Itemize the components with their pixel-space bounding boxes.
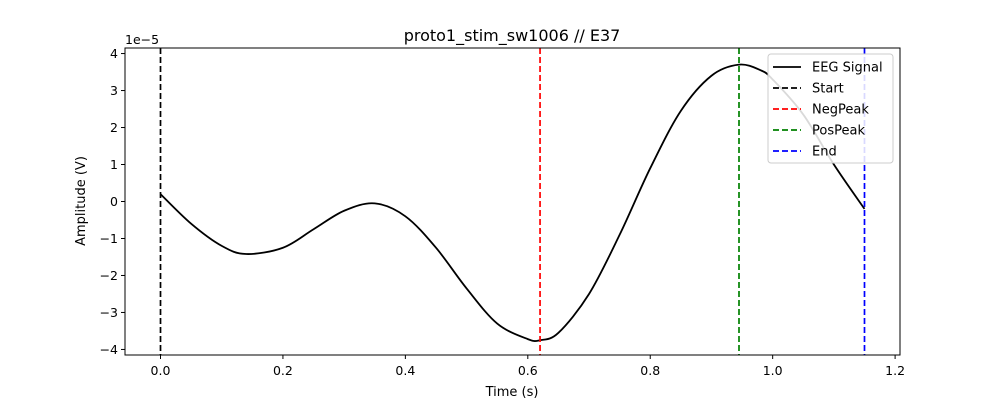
y-tick-label: 1	[110, 157, 118, 172]
y-offset-label: 1e−5	[125, 32, 159, 47]
legend-box	[767, 53, 894, 164]
chart-title: proto1_stim_sw1006 // E37	[404, 26, 621, 46]
legend-label: PosPeak	[812, 124, 865, 139]
y-tick-label: 4	[110, 46, 118, 61]
x-axis: 0.0 0.2 0.4 0.6 0.8 1.0 1.2	[151, 355, 905, 378]
legend-label: End	[812, 145, 837, 160]
x-tick-label: 0.6	[518, 363, 538, 378]
y-tick-label: −4	[100, 342, 118, 357]
series-line-0	[159, 63, 866, 342]
y-tick-label: −3	[100, 305, 118, 320]
x-tick-label: 0.4	[395, 363, 415, 378]
legend-label: Start	[812, 82, 844, 97]
legend-label: EEG Signal	[812, 61, 883, 76]
y-tick-label: 0	[110, 194, 118, 209]
x-tick-label: 1.2	[885, 363, 905, 378]
y-tick-label: 3	[110, 83, 118, 98]
y-axis: −4 −3 −2 −1 0 1 2 3 4	[100, 46, 125, 357]
y-tick-label: 2	[110, 120, 118, 135]
x-tick-label: 0.0	[151, 363, 171, 378]
y-axis-label: Amplitude (V)	[74, 156, 89, 246]
plot-content	[159, 48, 866, 355]
legend-label: NegPeak	[812, 103, 869, 118]
x-tick-label: 1.0	[763, 363, 783, 378]
y-tick-label: −1	[100, 231, 118, 246]
x-tick-label: 0.8	[640, 363, 660, 378]
x-axis-label: Time (s)	[485, 385, 539, 400]
legend: EEG Signal Start NegPeak PosPeak End	[767, 53, 894, 164]
x-tick-label: 0.2	[273, 363, 293, 378]
y-tick-label: −2	[100, 268, 118, 283]
